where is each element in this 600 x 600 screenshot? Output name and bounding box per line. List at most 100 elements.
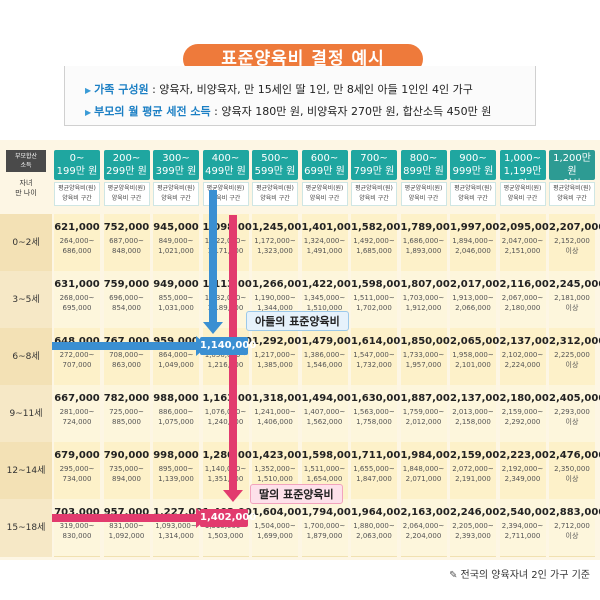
table-cell: 621,000 264,000~ 686,000 [54, 214, 100, 272]
cell-range: 1,324,000~ 1,491,000 [303, 237, 346, 255]
cell-average-value: 1,807,000 [400, 279, 457, 290]
cell-range: 1,407,000~ 1,562,000 [303, 408, 346, 426]
table-cell: 2,312,000 2,225,000 이상 [549, 328, 600, 386]
cell-range: 2,102,000~ 2,224,000 [501, 351, 544, 369]
column-header: 800~ 899만 원 [400, 150, 447, 180]
table-cell: 1,163,000 1,076,000~1,240,000 [202, 385, 259, 443]
cell-range: 272,000~ 707,000 [59, 351, 95, 369]
column-header: 300~ 399만 원 [153, 150, 199, 180]
cell-range: 1,848,000~ 2,071,000 [402, 465, 445, 483]
cell-average-value: 1,997,000 [450, 222, 507, 233]
info-box: ▶ 가족 구성원 : 양육자, 비양육자, 만 15세인 딸 1인, 만 8세인 … [64, 66, 536, 126]
cell-average-value: 1,887,000 [400, 393, 457, 404]
cell-range: 2,205,000~ 2,393,000 [452, 522, 494, 540]
daughter-highlight-value: 1,402,000 [200, 509, 256, 527]
cell-range: 1,022,000~ 1,171,000 [204, 237, 247, 255]
triangle-bullet-icon: ▶ [85, 108, 92, 117]
cell-average-value: 1,163,000 [203, 393, 259, 404]
table-cell: 988,000 886,000~ 1,075,000 [153, 385, 199, 443]
table-cell: 1,630,000 1,563,000~ 1,758,000 [351, 385, 407, 443]
cell-range: 2,712,000 이상 [554, 522, 590, 540]
table-cell: 1,598,000 1,511,000~ 1,702,000 [351, 271, 407, 329]
cell-average-value: 1,604,000 [252, 507, 309, 518]
cell-range: 1,345,000~ 1,510,000 [303, 294, 346, 312]
row-header-age: 0~2세 [0, 214, 52, 272]
cell-average-value: 2,159,000 [450, 450, 507, 461]
cell-range: 708,000~ 863,000 [109, 351, 144, 369]
table-cell: 2,116,000 2,067,000~ 2,180,000 [499, 271, 556, 329]
son-arrowhead-down [203, 322, 223, 334]
cell-average-value: 703,000 [54, 507, 100, 518]
table-cell: 667,000 281,000~ 724,000 [54, 385, 100, 443]
column-header: 600~ 699만 원 [301, 150, 348, 180]
column-subheader: 평균양육비(원) 양육비 구간 [252, 182, 298, 206]
table-cell: 2,180,000 2,159,000~ 2,292,000 [499, 385, 556, 443]
daughter-callout: 딸의 표준양육비 [250, 484, 343, 504]
table-cell: 1,479,000 1,386,000~ 1,546,000 [301, 328, 358, 386]
column-header: 500~ 599만 원 [252, 150, 298, 180]
footer-text: 전국의 양육자녀 2인 가구 기준 [460, 570, 590, 581]
cell-average-value: 1,479,000 [301, 336, 358, 347]
table-cell: 1,582,000 1,492,000~ 1,685,000 [351, 214, 407, 272]
table-cell: 1,318,000 1,241,000~ 1,406,000 [252, 385, 308, 443]
column-header: 0~ 199만 원 [54, 150, 100, 180]
cell-average-value: 2,180,000 [499, 393, 556, 404]
cell-range: 2,181,000 이상 [554, 294, 590, 312]
row-header-age: 3~5세 [0, 271, 52, 329]
table-cell: 1,789,000 1,686,000~ 1,893,000 [400, 214, 457, 272]
son-highlight-value: 1,140,000 [200, 337, 256, 355]
table-cell: 1,604,000 1,504,000~ 1,699,000 [252, 499, 309, 557]
cell-range: 849,000~ 1,021,000 [158, 237, 194, 255]
cell-average-value: 621,000 [54, 222, 100, 233]
cell-average-value: 2,883,000 [549, 507, 600, 518]
table-cell: 2,883,000 2,712,000 이상 [549, 499, 600, 557]
table-cell: 767,000 708,000~863,000 [103, 328, 150, 386]
cell-range: 895,000~ 1,139,000 [158, 465, 194, 483]
cell-range: 2,013,000~ 2,158,000 [452, 408, 494, 426]
cell-average-value: 2,246,000 [450, 507, 507, 518]
cell-average-value: 2,245,000 [549, 279, 600, 290]
cell-range: 2,159,000~ 2,292,000 [501, 408, 544, 426]
cell-average-value: 1,227,000 [153, 507, 210, 518]
column-subheader: 평균양육비(원) 양육비 구간 [103, 182, 150, 206]
table-cell: 752,000 687,000~ 848,000 [103, 214, 150, 272]
family-info: ▶ 가족 구성원 : 양육자, 비양육자, 만 15세인 딸 1인, 만 8세인 … [85, 80, 521, 102]
table-cell: 2,159,000 2,072,000~ 2,191,000 [450, 442, 507, 500]
table-cell: 2,017,000 1,913,000~ 2,066,000 [450, 271, 506, 329]
cell-range: 1,880,000~ 2,063,000 [353, 522, 395, 540]
cell-range: 1,386,000~ 1,546,000 [303, 351, 346, 369]
footer-note: ✎ 전국의 양육자녀 2인 가구 기준 [449, 566, 590, 581]
cell-range: 1,547,000~ 1,732,000 [353, 351, 395, 369]
table-cell: 1,292,000 1,217,000~ 1,385,000 [252, 328, 308, 386]
cell-average-value: 667,000 [54, 393, 100, 404]
cell-range: 2,152,000 이상 [554, 237, 590, 255]
cell-range: 1,032,000~ 1,189,000 [204, 294, 247, 312]
corner-age-label: 자녀 만 나이 [15, 179, 37, 197]
table-cell: 2,476,000 2,350,000 이상 [549, 442, 600, 500]
cell-average-value: 1,423,000 [252, 450, 309, 461]
cell-range: 1,894,000~ 2,046,000 [452, 237, 494, 255]
column-header: 900~ 999만 원 [450, 150, 496, 180]
row-header-age: 15~18세 [0, 499, 52, 557]
cell-range: 1,050,000~ 1,216,000 [204, 351, 247, 369]
column-header: 1,000~1,199만 원 [499, 150, 546, 190]
cell-range: 2,047,000~ 2,151,000 [501, 237, 544, 255]
cell-range: 1,511,000~ 1,654,000 [303, 465, 346, 483]
cell-range: 2,394,000~ 2,711,000 [501, 522, 544, 540]
cell-range: 2,293,000 이상 [554, 408, 590, 426]
son-arrow-horizontal [52, 342, 202, 350]
cell-range: 687,000~ 848,000 [109, 237, 144, 255]
table-cell: 1,227,000 1,093,000~ 1,314,000 [153, 499, 210, 557]
cell-range: 2,225,000 이상 [554, 351, 590, 369]
cell-average-value: 998,000 [153, 450, 199, 461]
triangle-bullet-icon: ▶ [85, 86, 92, 95]
cell-range: 1,190,000~ 1,344,000 [254, 294, 296, 312]
column-subheader: 평균양육비(원) 양육비 구간 [549, 182, 595, 206]
cell-average-value: 2,137,000 [450, 393, 507, 404]
cell-average-value: 1,789,000 [400, 222, 457, 233]
cell-average-value: 1,422,000 [301, 279, 358, 290]
cell-range: 1,958,000~ 2,101,000 [452, 351, 494, 369]
cell-average-value: 2,065,000 [450, 336, 507, 347]
table-cell: 2,540,000 2,394,000~ 2,711,000 [499, 499, 556, 557]
